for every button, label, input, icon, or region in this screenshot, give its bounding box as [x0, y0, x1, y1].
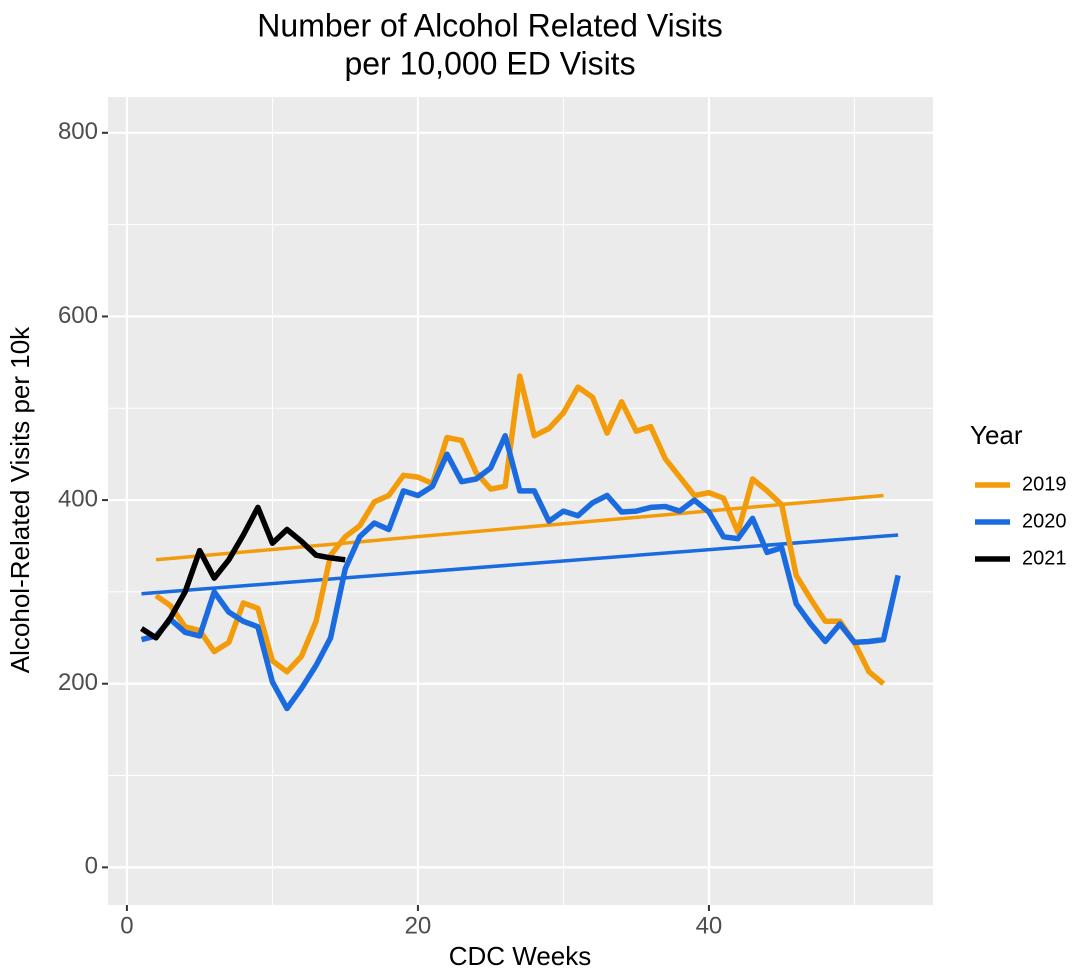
trend-line [155, 493, 884, 562]
data-line [140, 433, 901, 712]
legend-label: 2021 [1022, 547, 1067, 569]
x-axis-title: CDC Weeks [449, 941, 592, 971]
legend-title: Year [970, 420, 1023, 450]
chart-title: per 10,000 ED Visits [344, 45, 635, 81]
y-tick-label: 0 [85, 853, 98, 880]
y-axis-title: Alcohol-Related Visits per 10k [5, 326, 35, 673]
y-tick-label: 400 [58, 485, 98, 512]
legend-label: 2020 [1022, 510, 1067, 532]
legend-label: 2019 [1022, 473, 1067, 495]
x-tick-label: 40 [696, 912, 723, 939]
y-tick-label: 200 [58, 669, 98, 696]
y-tick-label: 600 [58, 302, 98, 329]
chart-title: Number of Alcohol Related Visits [257, 7, 722, 43]
data-line [154, 373, 886, 686]
trend-line [141, 533, 899, 596]
x-tick-label: 20 [405, 912, 432, 939]
x-tick-label: 0 [120, 912, 133, 939]
data-line [140, 504, 346, 641]
y-tick-label: 800 [58, 118, 98, 145]
